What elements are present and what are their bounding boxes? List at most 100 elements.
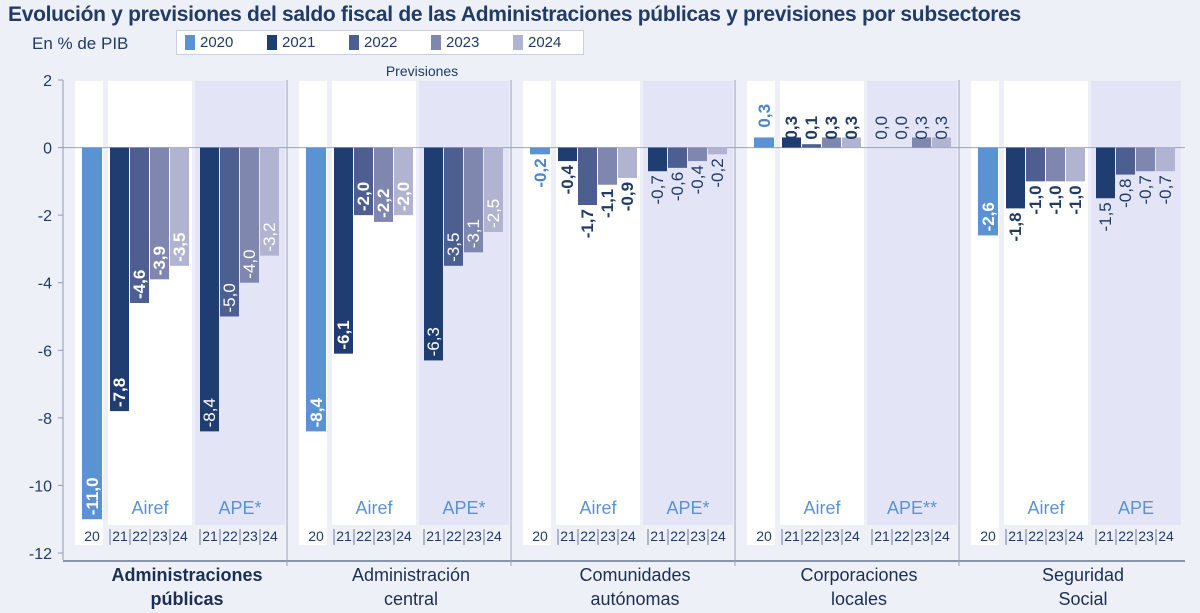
bar-value-label: -8,4 bbox=[307, 398, 326, 428]
bar bbox=[354, 147, 373, 216]
forecast-source-label: Airef bbox=[579, 498, 617, 518]
bar bbox=[618, 147, 637, 178]
forecast-source-label: APE* bbox=[666, 498, 709, 518]
year-label: 24 bbox=[934, 528, 950, 544]
year-label: 23 bbox=[152, 528, 168, 544]
y-tick-label: -12 bbox=[29, 546, 52, 563]
year-label: 24 bbox=[1158, 528, 1174, 544]
bar bbox=[912, 137, 931, 148]
bar-value-label: -0,6 bbox=[668, 172, 687, 201]
year-label: 21 bbox=[336, 528, 352, 544]
year-label: 21 bbox=[1098, 528, 1114, 544]
year-label: 24 bbox=[620, 528, 636, 544]
legend-swatch bbox=[349, 35, 359, 50]
bar-value-label: -11,0 bbox=[83, 477, 102, 515]
forecast-source-label: Airef bbox=[803, 498, 841, 518]
bar-value-label: -1,1 bbox=[598, 189, 617, 218]
bar-value-label: -3,5 bbox=[170, 233, 189, 262]
year-label: 20 bbox=[84, 528, 100, 544]
bar-value-label: 0,3 bbox=[782, 116, 801, 140]
bar bbox=[978, 147, 998, 236]
bar bbox=[130, 147, 149, 303]
bar bbox=[708, 147, 727, 155]
bar bbox=[1066, 147, 1085, 182]
bar bbox=[334, 147, 353, 354]
year-label: 20 bbox=[532, 528, 548, 544]
bar bbox=[668, 147, 687, 168]
year-label: 23 bbox=[690, 528, 706, 544]
forecast-label: Previsiones bbox=[386, 63, 458, 79]
bar-value-label: -6,3 bbox=[424, 327, 443, 356]
bar bbox=[170, 147, 189, 266]
bar bbox=[484, 147, 503, 233]
bar-value-label: -4,6 bbox=[130, 270, 149, 299]
year-label: 24 bbox=[710, 528, 726, 544]
year-label: 21 bbox=[650, 528, 666, 544]
airef-panel bbox=[780, 81, 864, 525]
bar-value-label: -2,6 bbox=[979, 202, 998, 231]
bar bbox=[1046, 147, 1065, 182]
bar-value-label: 0,3 bbox=[755, 104, 774, 128]
legend-swatch bbox=[431, 35, 441, 50]
year-label: 23 bbox=[1138, 528, 1154, 544]
year-label: 21 bbox=[784, 528, 800, 544]
forecast-source-label: APE* bbox=[442, 498, 485, 518]
ape-panel bbox=[867, 81, 957, 525]
bar bbox=[1136, 147, 1155, 172]
bar bbox=[1006, 147, 1025, 209]
year-label: 24 bbox=[844, 528, 860, 544]
actual-year-background bbox=[523, 81, 551, 545]
bar bbox=[1096, 147, 1115, 199]
year-label: 23 bbox=[466, 528, 482, 544]
forecast-source-label: Airef bbox=[131, 498, 169, 518]
chart-subtitle: En % de PIB bbox=[32, 34, 129, 53]
group-name-line: Seguridad bbox=[1042, 565, 1124, 585]
bar bbox=[82, 147, 102, 520]
year-label: 23 bbox=[1048, 528, 1064, 544]
bar-value-label: -8,4 bbox=[200, 398, 219, 427]
bar-value-label: -0,8 bbox=[1116, 179, 1135, 208]
legend-item-2022: 2022 bbox=[349, 34, 397, 51]
year-label: 21 bbox=[560, 528, 576, 544]
bar bbox=[260, 147, 279, 256]
bar bbox=[530, 147, 550, 155]
bar-value-label: -0,2 bbox=[531, 158, 550, 187]
bar-value-label: -2,0 bbox=[354, 182, 373, 211]
y-tick-label: -6 bbox=[38, 343, 52, 360]
bar-value-label: 0,3 bbox=[932, 116, 951, 140]
year-label: 24 bbox=[262, 528, 278, 544]
year-label: 23 bbox=[914, 528, 930, 544]
bar-value-label: -2,2 bbox=[374, 189, 393, 218]
legend-item-2024: 2024 bbox=[513, 34, 561, 51]
bar bbox=[648, 147, 667, 172]
bar-value-label: -0,7 bbox=[1156, 175, 1175, 204]
forecast-source-label: APE bbox=[1118, 498, 1154, 518]
bar bbox=[1116, 147, 1135, 175]
y-tick-label: -8 bbox=[38, 411, 52, 428]
forecast-source-label: APE* bbox=[218, 498, 261, 518]
legend-label: 2024 bbox=[528, 34, 562, 51]
bar bbox=[394, 147, 413, 216]
bar-value-label: -1,7 bbox=[578, 209, 597, 238]
bar-value-label: -0,4 bbox=[558, 165, 577, 195]
bar bbox=[200, 147, 219, 432]
year-label: 22 bbox=[580, 528, 596, 544]
bar-value-label: -0,7 bbox=[648, 175, 667, 204]
year-label: 24 bbox=[396, 528, 412, 544]
bar bbox=[558, 147, 577, 162]
year-label: 23 bbox=[600, 528, 616, 544]
bar bbox=[424, 147, 443, 361]
group-name-line: públicas bbox=[150, 589, 223, 609]
y-tick-label: -2 bbox=[38, 208, 52, 225]
bar bbox=[1026, 147, 1045, 182]
bar-value-label: -1,0 bbox=[1026, 185, 1045, 214]
group-name-line: central bbox=[384, 589, 438, 609]
bar bbox=[578, 147, 597, 206]
year-label: 24 bbox=[486, 528, 502, 544]
bar bbox=[598, 147, 617, 185]
legend-swatch bbox=[185, 35, 195, 50]
bar-value-label: 0,0 bbox=[872, 116, 891, 140]
bar bbox=[822, 137, 841, 148]
bar bbox=[842, 137, 861, 148]
bar-value-label: -2,0 bbox=[394, 182, 413, 211]
